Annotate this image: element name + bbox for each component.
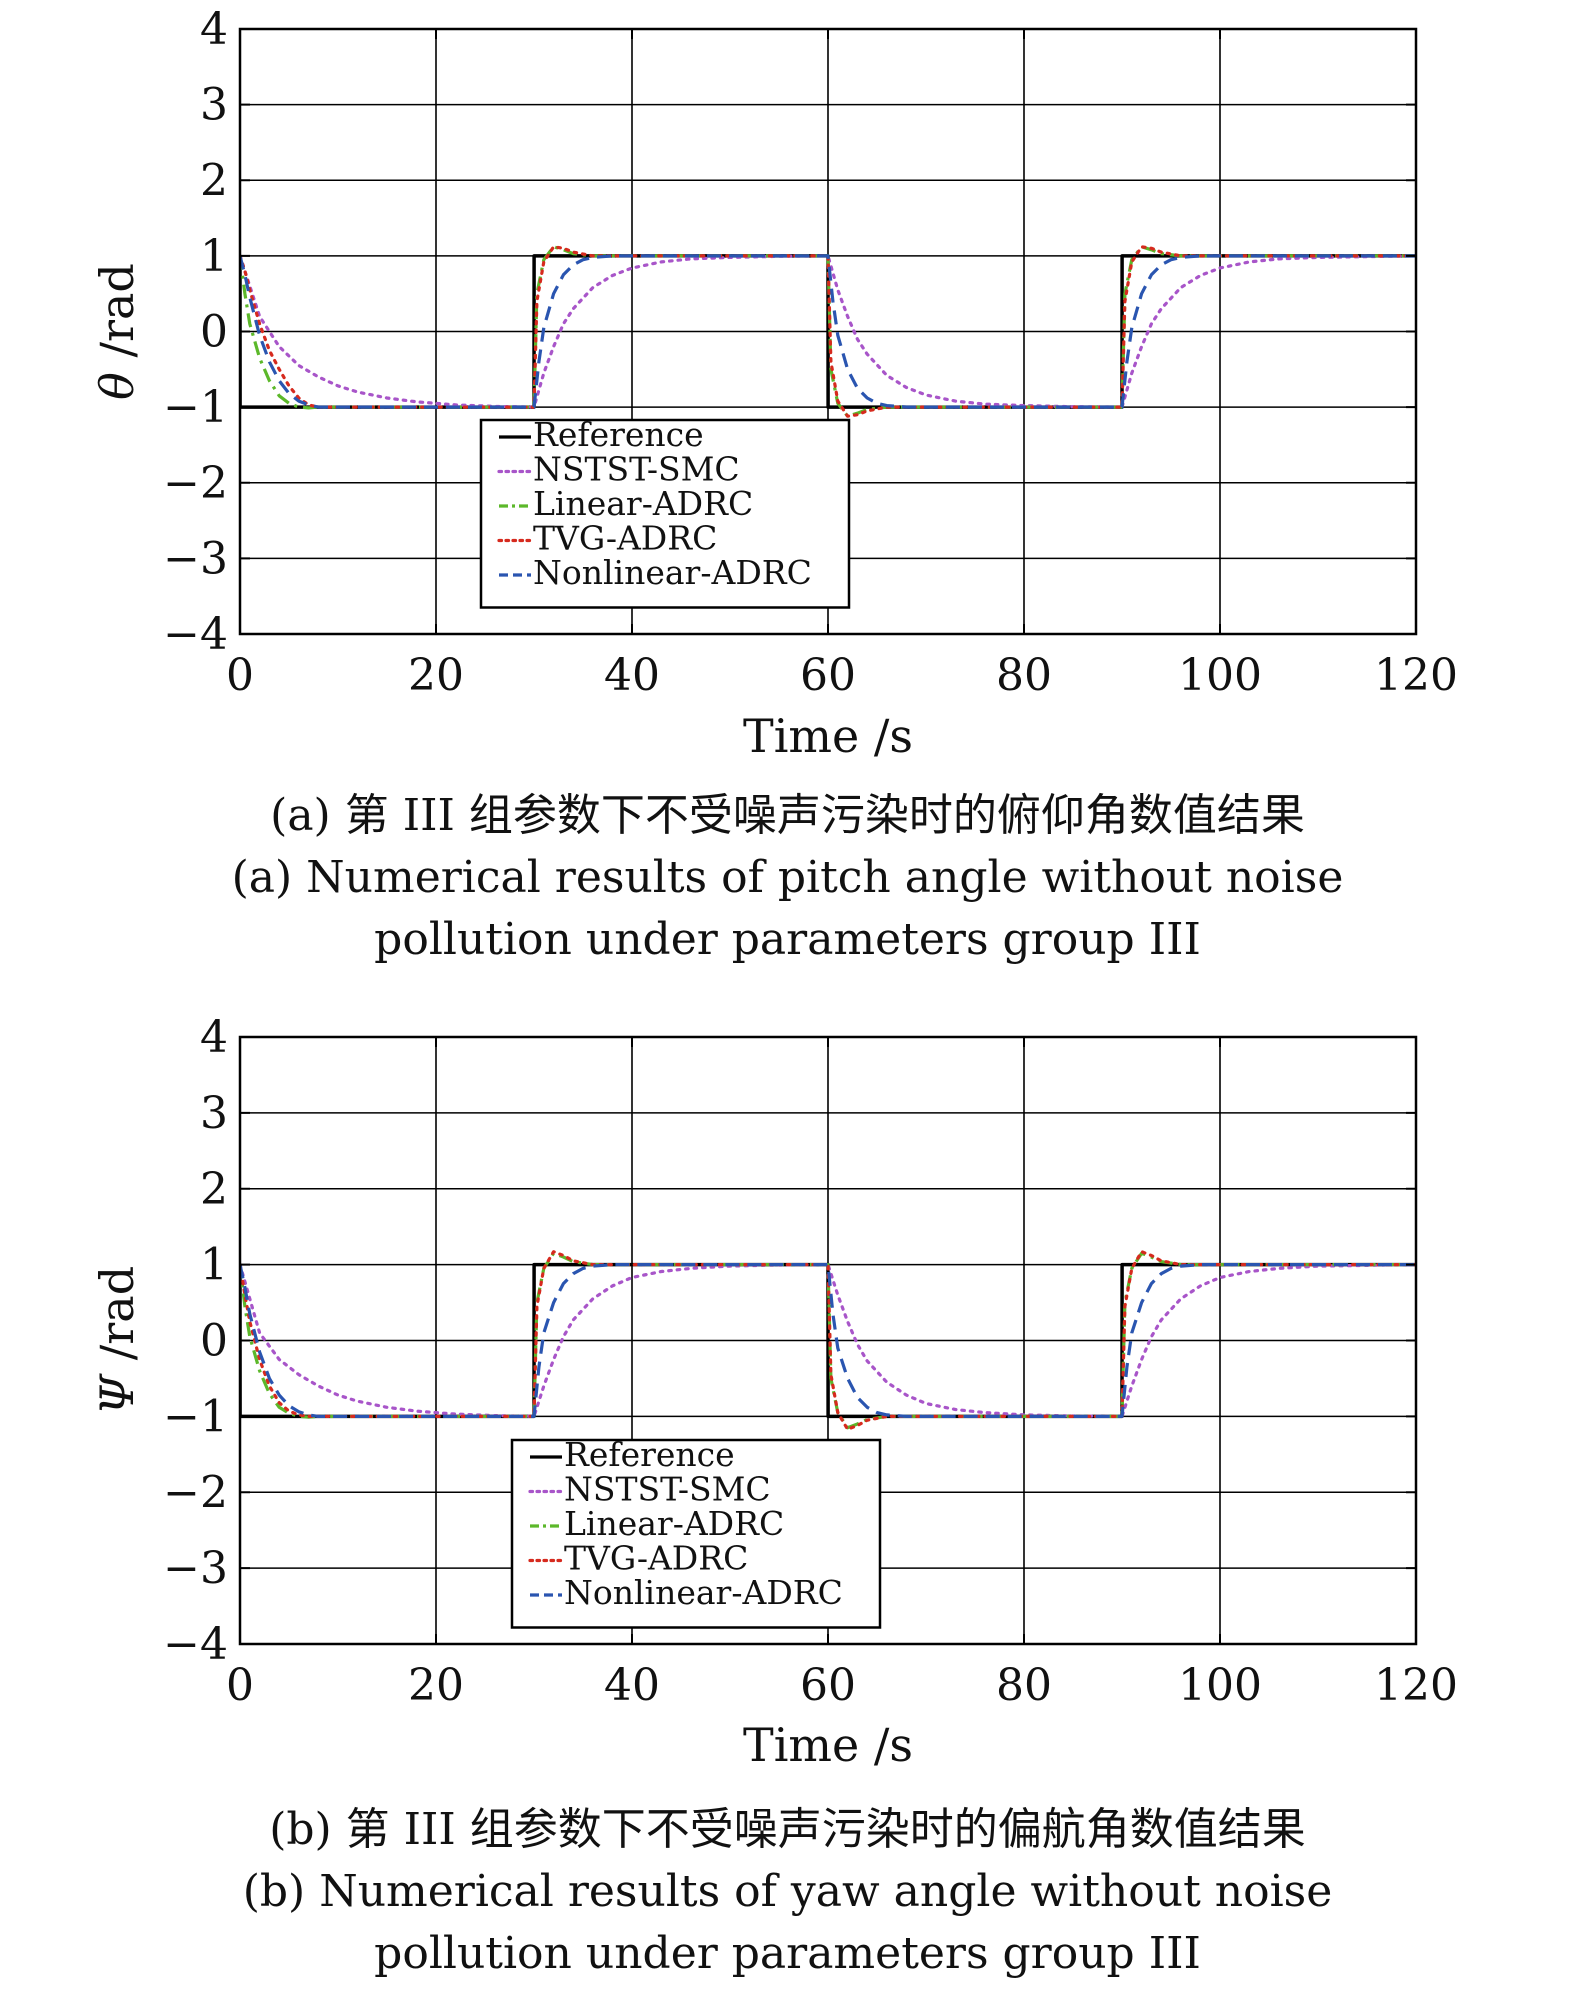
chart-panel-b: 0 20 40 60 80 100 120 −4 −3 −2 −1 0 1 2 3 4 Time /s Ψ /ra… xyxy=(90,1012,1458,1772)
legend-label: TVG-ADRC xyxy=(564,1539,748,1578)
y-tick-label: −1 xyxy=(163,382,228,433)
series-lines xyxy=(240,245,1416,418)
y-tick-label: −2 xyxy=(163,1467,228,1518)
legend-label: NSTST-SMC xyxy=(564,1470,771,1509)
x-tick-label: 40 xyxy=(604,650,660,701)
series-line-nstst-smc xyxy=(240,254,1416,409)
x-tick-label: 0 xyxy=(226,650,254,701)
legend-label: NSTST-SMC xyxy=(533,450,740,489)
legend-label: Nonlinear-ADRC xyxy=(564,1573,843,1612)
x-tick-label: 60 xyxy=(800,650,856,701)
legend-label: TVG-ADRC xyxy=(533,519,717,558)
x-tick-label: 20 xyxy=(408,1660,464,1711)
caption-a-en-line1: (a) Numerical results of pitch angle wit… xyxy=(231,852,1344,903)
y-tick-label: 3 xyxy=(200,1088,228,1139)
y-tick-label: −3 xyxy=(163,533,228,584)
y-tick-label: −4 xyxy=(163,1619,228,1670)
y-axis-unit: /rad xyxy=(90,1266,144,1375)
y-tick-label: −1 xyxy=(163,1391,228,1442)
x-tick-label: 0 xyxy=(226,1660,254,1711)
legend-label: Linear-ADRC xyxy=(533,484,753,523)
x-axis-label: Time /s xyxy=(743,709,913,763)
x-tick-label: 80 xyxy=(996,1660,1052,1711)
y-tick-label: 4 xyxy=(200,4,228,55)
x-tick-label: 60 xyxy=(800,1660,856,1711)
x-tick-label: 20 xyxy=(408,650,464,701)
x-tick-label: 100 xyxy=(1178,650,1262,701)
y-tick-label: −2 xyxy=(163,458,228,509)
y-tick-label: 4 xyxy=(200,1012,228,1063)
y-axis-label: θ /rad xyxy=(90,263,144,400)
legend-box xyxy=(479,418,851,609)
y-tick-label: 1 xyxy=(200,1240,228,1291)
legend: ReferenceNSTST-SMCLinear-ADRCTVG-ADRCNon… xyxy=(479,415,851,609)
caption-b-en-line1: (b) Numerical results of yaw angle witho… xyxy=(242,1866,1333,1917)
legend: ReferenceNSTST-SMCLinear-ADRCTVG-ADRCNon… xyxy=(510,1435,882,1629)
y-axis-symbol: θ xyxy=(90,372,144,400)
x-tick-label: 120 xyxy=(1374,650,1458,701)
legend-label: Reference xyxy=(533,415,704,454)
y-tick-label: 3 xyxy=(200,80,228,131)
series-line-nonlinear-adrc xyxy=(240,1263,1416,1418)
x-axis-label: Time /s xyxy=(743,1718,913,1772)
caption-b-zh: (b) 第 III 组参数下不受噪声污染时的偏航角数值结果 xyxy=(269,1804,1306,1855)
y-tick-label: 0 xyxy=(200,1316,228,1367)
series-line-nonlinear-adrc xyxy=(240,254,1416,409)
caption-b: (b) 第 III 组参数下不受噪声污染时的偏航角数值结果 (b) Numeri… xyxy=(0,1799,1575,1985)
x-tick-label: 40 xyxy=(604,1660,660,1711)
series-lines xyxy=(240,1250,1416,1431)
caption-a-zh: (a) 第 III 组参数下不受噪声污染时的俯仰角数值结果 xyxy=(270,790,1305,841)
y-tick-label: −4 xyxy=(163,609,228,660)
y-axis-symbol: Ψ xyxy=(90,1373,144,1415)
caption-b-en-line2: pollution under parameters group III xyxy=(374,1928,1201,1979)
y-tick-label: 0 xyxy=(200,307,228,358)
x-tick-label: 100 xyxy=(1178,1660,1262,1711)
y-tick-label: −3 xyxy=(163,1543,228,1594)
legend-box xyxy=(510,1438,882,1629)
legend-label: Reference xyxy=(564,1435,735,1474)
y-tick-label: 2 xyxy=(200,155,228,206)
y-tick-label: 2 xyxy=(200,1164,228,1215)
x-tick-label: 80 xyxy=(996,650,1052,701)
chart-panel-a: 0 20 40 60 80 100 120 −4 −3 −2 −1 0 1 2 3 4 Time /s θ /ra… xyxy=(90,4,1458,763)
x-tick-label: 120 xyxy=(1374,1660,1458,1711)
series-line-tvg-adrc xyxy=(240,1250,1416,1431)
y-axis-label: Ψ /rad xyxy=(90,1266,144,1415)
caption-a-en-line2: pollution under parameters group III xyxy=(374,914,1201,965)
legend-label: Nonlinear-ADRC xyxy=(533,553,812,592)
caption-a: (a) 第 III 组参数下不受噪声污染时的俯仰角数值结果 (a) Numeri… xyxy=(0,785,1575,971)
y-axis-unit: /rad xyxy=(90,263,144,372)
legend-label: Linear-ADRC xyxy=(564,1504,784,1543)
y-tick-label: 1 xyxy=(200,231,228,282)
